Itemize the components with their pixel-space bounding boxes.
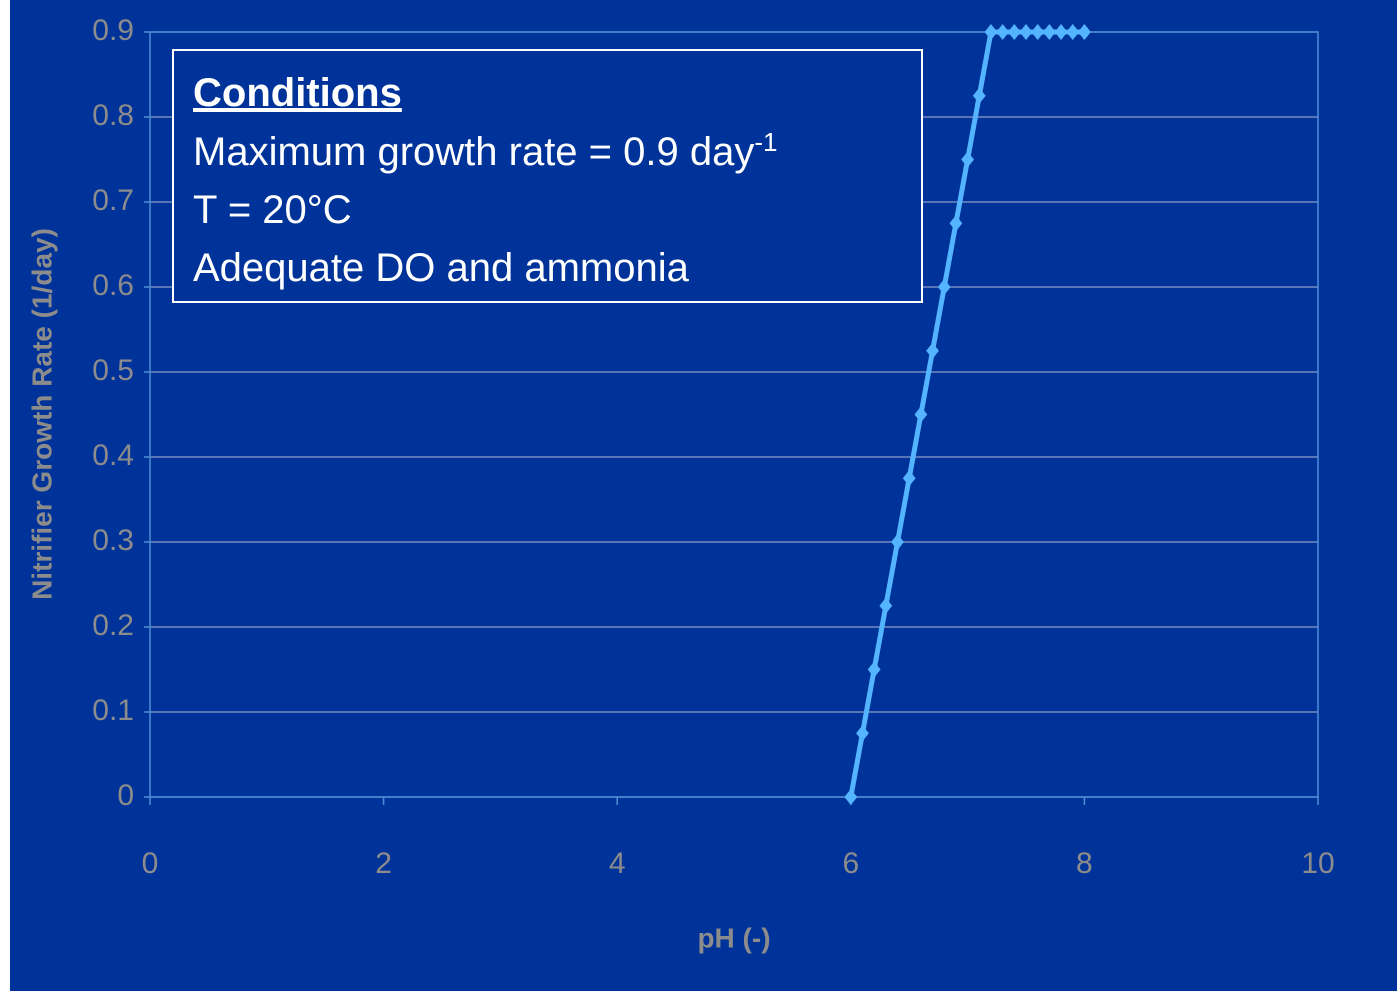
y-tick-label: 0.2 [92,609,134,642]
marker [914,406,928,423]
x-tick-label: 0 [142,847,159,880]
marker [926,342,939,359]
marker [972,87,986,104]
marker [1066,24,1080,40]
marker [879,597,893,614]
x-axis-title: pH (-) [697,922,770,953]
marker [1031,24,1045,40]
plot-area: 0 0.1 0.2 0.3 0.4 0.5 0.6 0.7 0.8 0.9 0 2 4 6 8 10 [92,14,1334,880]
x-tick-label: 10 [1301,847,1334,880]
plot-border [149,31,1319,798]
annotation-line: Adequate DO and ammonia [193,246,690,290]
marker [844,789,858,805]
left-edge [0,0,10,991]
marker [961,151,974,168]
annotation-text: Maximum growth rate = 0.9 day [193,130,754,174]
marker [996,24,1010,40]
marker [1078,24,1091,40]
annotation-line: Maximum growth rate = 0.9 day-1 [193,127,777,174]
y-tick-label: 0.6 [92,269,134,302]
marker [856,725,869,742]
marker [1054,24,1068,40]
y-tick-label: 0.3 [92,524,134,557]
annotation-box: Conditions Maximum growth rate = 0.9 day… [172,49,923,303]
x-tick-label: 6 [842,847,859,880]
x-tick-label: 4 [609,847,626,880]
annotation-title: Conditions [193,71,402,115]
x-tick-label: 8 [1076,847,1093,880]
marker [937,279,951,295]
y-tick-label: 0 [117,779,134,812]
annotation-superscript: -1 [754,127,777,157]
marker [1007,24,1021,40]
y-tick-label: 0.1 [92,694,134,727]
y-tick-label: 0.4 [92,439,134,472]
y-tick-label: 0.5 [92,354,134,387]
y-tick-label: 0.7 [92,184,134,217]
annotation-frame [172,49,923,303]
marker [867,661,881,678]
y-tick-label: 0.8 [92,99,134,132]
y-tick-label: 0.9 [92,14,134,47]
marker [891,534,904,550]
marker [902,470,916,487]
marker [1042,24,1056,40]
marker [984,24,998,40]
marker [1019,24,1033,40]
x-tick-label: 2 [375,847,392,880]
annotation-line: T = 20°C [193,188,352,232]
y-axis-title: Nitrifier Growth Rate (1/day) [26,228,57,600]
marker [949,215,963,232]
